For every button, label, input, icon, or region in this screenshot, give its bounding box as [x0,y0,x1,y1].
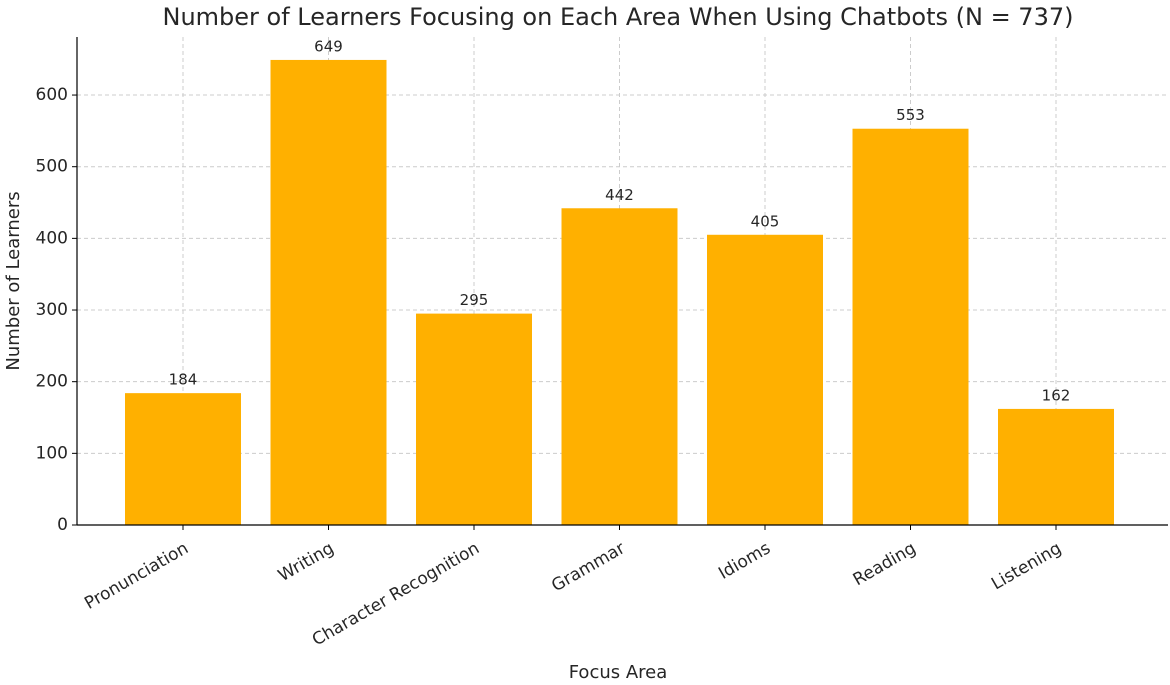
x-tick-label: Reading [850,538,920,590]
bar [270,59,387,526]
x-tick-label: Idioms [715,538,774,584]
bar [998,408,1114,525]
value-label: 184 [169,371,198,389]
value-label: 162 [1042,386,1071,404]
x-tick-label: Pronunciation [81,538,192,613]
x-tick-label: Grammar [548,538,628,596]
y-tick-label: 0 [57,515,68,535]
value-label: 405 [751,212,780,230]
value-label: 295 [460,291,489,309]
bar [561,208,678,525]
x-tick-label: Listening [988,538,1065,594]
y-tick-label: 100 [36,443,68,463]
y-tick-label: 400 [36,228,68,248]
bar [852,128,969,525]
x-tick-label: Writing [275,538,338,586]
value-label: 442 [605,186,634,204]
y-tick-label: 200 [36,372,68,392]
bar [125,393,241,525]
y-tick-label: 300 [36,300,68,320]
y-axis-label: Number of Learners [3,191,24,370]
chart-title: Number of Learners Focusing on Each Area… [163,3,1074,31]
bar [416,313,532,525]
y-tick-label: 600 [36,85,68,105]
value-label: 553 [896,106,925,124]
value-label: 649 [314,37,343,55]
bar [707,234,823,526]
y-tick-label: 500 [36,157,68,177]
x-axis-label: Focus Area [569,662,668,683]
